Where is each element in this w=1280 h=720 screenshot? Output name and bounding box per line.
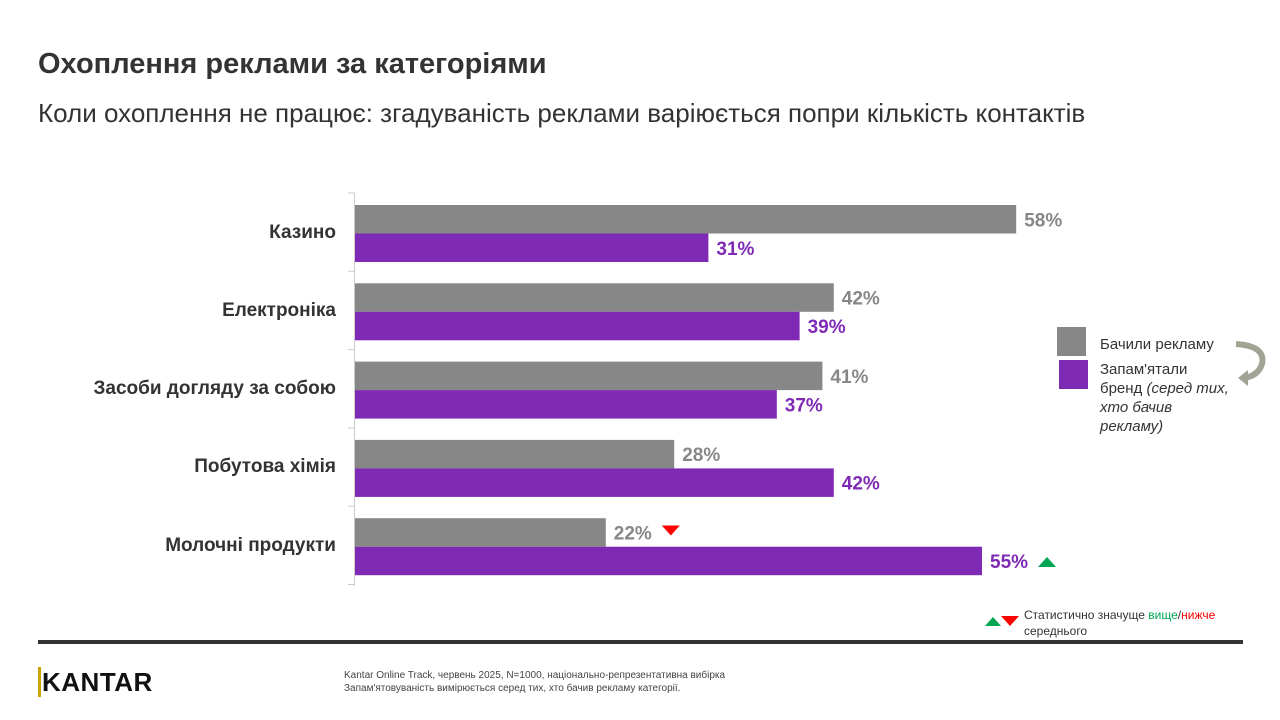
data-label: 58% [1024, 210, 1062, 231]
note-text: середнього [1024, 624, 1088, 638]
legend-text: бренд [1100, 380, 1147, 397]
category-label: Засоби догляду за собою [93, 378, 336, 400]
footnote-line: Запам'ятовуваність вимірюється серед тих… [344, 683, 681, 694]
legend-text: Запам'ятали [1100, 361, 1188, 378]
legend-swatch-recalled [1059, 360, 1088, 389]
page-title: Охоплення реклами за категоріями [38, 48, 547, 80]
legend-text: (серед тих, [1146, 380, 1229, 397]
data-label: 42% [842, 289, 880, 310]
data-label: 39% [808, 317, 846, 338]
category-label: Молочні продукти [165, 534, 336, 556]
kantar-logo: KANTAR [38, 667, 153, 698]
data-label: 41% [830, 367, 868, 388]
category-label: Побутова хімія [194, 456, 336, 478]
data-label: 37% [785, 395, 823, 416]
page-subtitle: Коли охоплення не працює: згадуваність р… [38, 98, 1086, 128]
logo-text: KANTAR [38, 667, 153, 697]
bar-seen [355, 283, 834, 312]
bar-recalled [355, 390, 777, 419]
data-label: 42% [842, 474, 880, 495]
significance-up-icon [1038, 556, 1057, 567]
bar-seen [355, 518, 606, 547]
bar-seen [355, 205, 1017, 234]
data-label: 31% [716, 239, 754, 260]
footnote: Kantar Online Track, червень 2025, N=100… [344, 669, 725, 695]
note-sep: / [1177, 608, 1182, 622]
curved-arrow-icon [1235, 341, 1266, 386]
category-label: Казино [269, 221, 336, 243]
bar-seen [355, 361, 823, 391]
footnote-line: Kantar Online Track, червень 2025, N=100… [344, 670, 726, 681]
legend-label-seen: Бачили рекламу [1100, 336, 1214, 353]
bar-recalled [355, 468, 834, 497]
legend-swatch-seen [1057, 327, 1086, 356]
legend-label-recalled: Запам'ятали бренд (серед тих, хто бачив … [1100, 360, 1229, 436]
category-label: Електроніка [222, 299, 336, 321]
bar-recalled [355, 546, 982, 576]
note-higher: вище [1148, 608, 1178, 622]
data-label: 22% [614, 523, 652, 544]
bar-recalled [355, 233, 709, 262]
bar-recalled [355, 311, 800, 341]
legend-text: рекламу) [1100, 418, 1164, 435]
data-label: 28% [682, 445, 720, 466]
bar-seen [355, 439, 675, 469]
bar-chart: 58% 31% 42% 39% 41% 37% 28% 42% 22% 55% [348, 192, 1062, 586]
note-text: Статистично значуще [1024, 608, 1149, 622]
significance-down-icon [661, 525, 680, 536]
data-label: 55% [990, 552, 1028, 573]
note-lower: нижче [1181, 608, 1216, 622]
significance-note: Статистично значуще вище/нижче середньог… [1024, 607, 1215, 639]
footer-divider [38, 640, 1243, 644]
significance-triangles-icon [985, 616, 1019, 626]
legend-text: хто бачив [1100, 399, 1173, 416]
